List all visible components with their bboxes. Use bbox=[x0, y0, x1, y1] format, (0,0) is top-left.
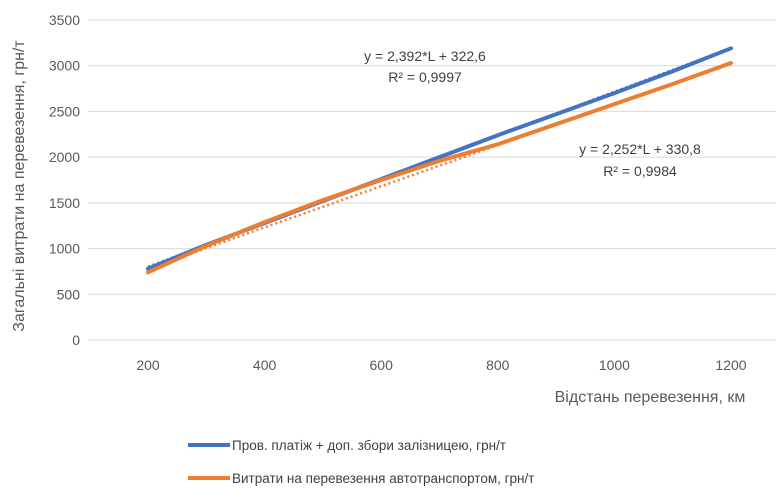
legend-label-series-1: Пров. платіж + доп. збори залізницею, гр… bbox=[232, 438, 506, 453]
y-tick-label: 3500 bbox=[49, 12, 80, 28]
x-axis-title: Відстань перевезення, км bbox=[555, 389, 746, 406]
x-tick-label: 400 bbox=[253, 357, 277, 373]
series-line-2 bbox=[146, 61, 733, 275]
x-tick-label: 200 bbox=[136, 357, 160, 373]
series-1-trend-r2: R² = 0,9997 bbox=[388, 69, 462, 85]
x-tick-label: 800 bbox=[486, 357, 510, 373]
y-tick-label: 1000 bbox=[49, 241, 80, 257]
x-tick-label: 600 bbox=[370, 357, 394, 373]
x-tick-label: 1000 bbox=[599, 357, 630, 373]
series-2-trend-r2: R² = 0,9984 bbox=[603, 163, 677, 179]
legend: Пров. платіж + доп. збори залізницею, гр… bbox=[188, 438, 534, 486]
y-tick-label: 0 bbox=[72, 332, 80, 348]
y-tick-label: 1500 bbox=[49, 195, 80, 211]
x-axis-ticks: 200 400 600 800 1000 1200 bbox=[136, 357, 746, 373]
x-tick-label: 1200 bbox=[715, 357, 746, 373]
y-axis-ticks: 0 500 1000 1500 2000 2500 3000 3500 bbox=[49, 12, 80, 348]
y-tick-label: 500 bbox=[57, 286, 81, 302]
y-tick-label: 3000 bbox=[49, 58, 80, 74]
y-axis-title: Загальні витрати на перевезення, грн/т bbox=[11, 40, 28, 332]
series-lines bbox=[146, 46, 733, 275]
series-1-trend-equation: y = 2,392*L + 322,6 bbox=[364, 48, 486, 64]
y-tick-label: 2000 bbox=[49, 149, 80, 165]
legend-label-series-2: Витрати на перевезення автотранспортом, … bbox=[232, 471, 534, 486]
y-tick-label: 2500 bbox=[49, 103, 80, 119]
series-2-trend-equation: y = 2,252*L + 330,8 bbox=[579, 141, 701, 157]
